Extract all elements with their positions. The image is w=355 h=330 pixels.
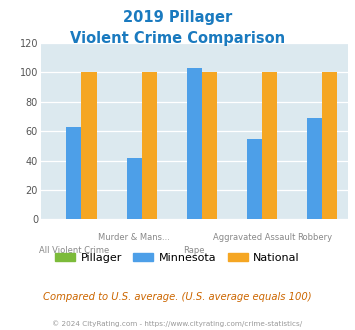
Text: Aggravated Assault: Aggravated Assault bbox=[213, 233, 296, 242]
Legend: Pillager, Minnesota, National: Pillager, Minnesota, National bbox=[51, 248, 304, 267]
Text: All Violent Crime: All Violent Crime bbox=[39, 246, 109, 255]
Bar bbox=[66, 127, 81, 219]
Bar bbox=[187, 68, 202, 219]
Bar bbox=[81, 72, 97, 219]
Bar bbox=[322, 72, 337, 219]
Bar bbox=[142, 72, 157, 219]
Text: 2019 Pillager: 2019 Pillager bbox=[123, 10, 232, 25]
Text: Rape: Rape bbox=[184, 246, 205, 255]
Text: Robbery: Robbery bbox=[297, 233, 332, 242]
Bar bbox=[202, 72, 217, 219]
Text: Compared to U.S. average. (U.S. average equals 100): Compared to U.S. average. (U.S. average … bbox=[43, 292, 312, 302]
Text: Murder & Mans...: Murder & Mans... bbox=[98, 233, 170, 242]
Bar bbox=[307, 118, 322, 219]
Text: © 2024 CityRating.com - https://www.cityrating.com/crime-statistics/: © 2024 CityRating.com - https://www.city… bbox=[53, 321, 302, 327]
Bar bbox=[262, 72, 277, 219]
Bar bbox=[247, 139, 262, 219]
Text: Violent Crime Comparison: Violent Crime Comparison bbox=[70, 31, 285, 46]
Bar bbox=[127, 158, 142, 219]
